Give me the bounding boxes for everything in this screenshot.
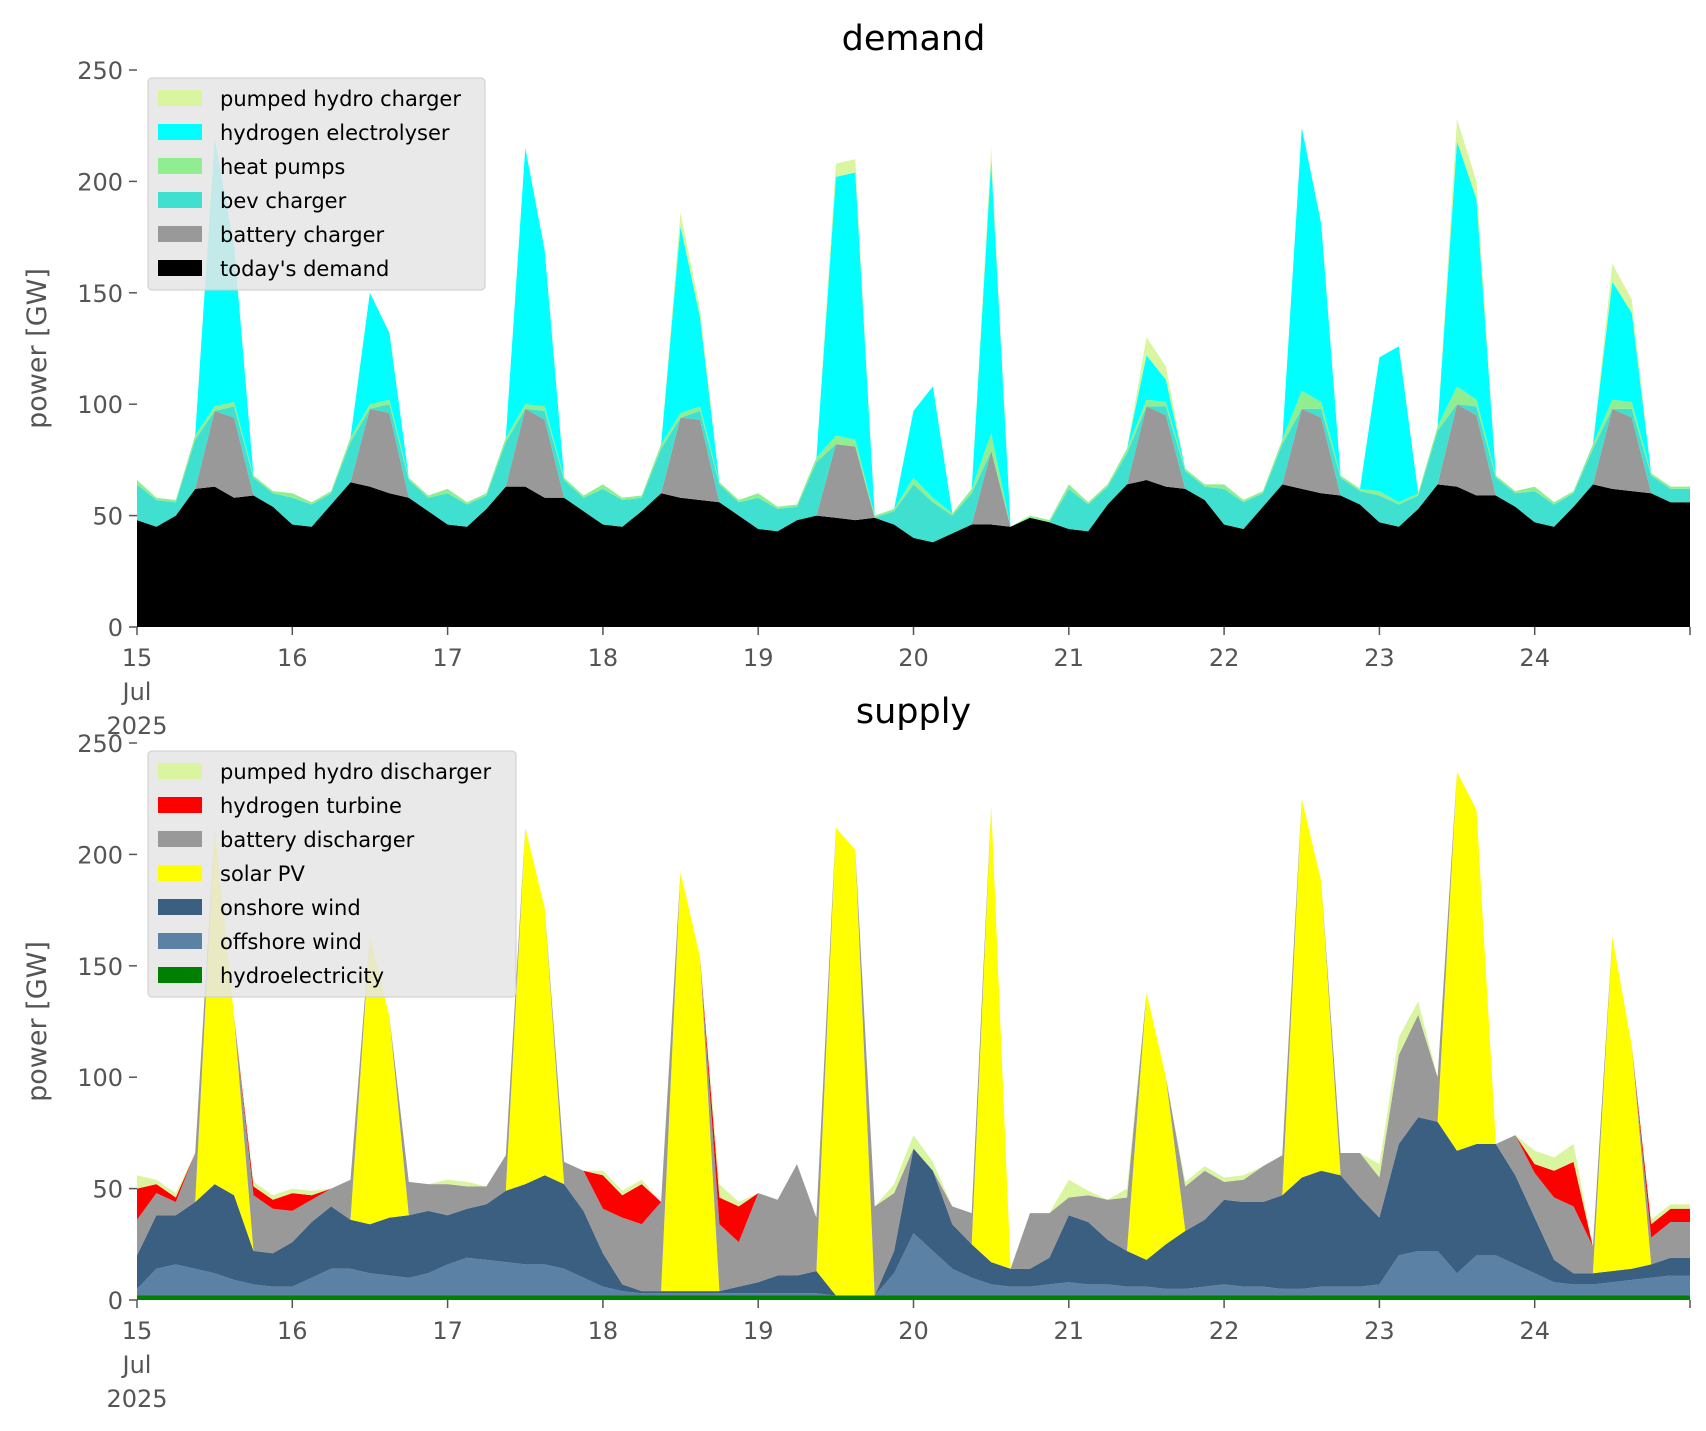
supply-chart: supply power [GW] 0 50 100 150 200 250 15 Jul 2025…: [22, 692, 1691, 1413]
area-solar-pv: [137, 772, 1690, 1296]
x-tick-label: 23: [1364, 644, 1395, 672]
x-tick-label: 16: [277, 1317, 308, 1345]
area-hydrogen-electrolyser: [137, 127, 1690, 527]
legend-box: [147, 750, 517, 998]
x-tick-label: 17: [432, 1317, 463, 1345]
legend-swatch: [158, 124, 202, 140]
x-tick-label: 20: [898, 1317, 929, 1345]
legend-swatch: [158, 226, 202, 242]
x-tick-label: 18: [588, 1317, 619, 1345]
x-tick-label: 15: [122, 644, 153, 672]
y-tick-label: 100: [77, 391, 123, 419]
legend-label: hydrogen electrolyser: [220, 121, 450, 145]
legend-label: solar PV: [220, 862, 305, 886]
x-tick-label: 21: [1054, 1317, 1085, 1345]
legend: pumped hydro discharger hydrogen turbine b…: [147, 750, 517, 998]
legend-label: offshore wind: [220, 930, 362, 954]
legend-swatch: [158, 899, 202, 915]
x-tick-label: 19: [743, 1317, 774, 1345]
x-tick-label: 20: [898, 644, 929, 672]
area-battery-charger: [137, 404, 1690, 543]
legend-swatch: [158, 192, 202, 208]
area-hydroelectricity: [137, 1295, 1690, 1300]
legend-label: pumped hydro discharger: [220, 760, 491, 784]
x-tick-label: Jul: [121, 678, 152, 706]
legend-swatch: [158, 90, 202, 106]
legend-swatch: [158, 763, 202, 779]
area-today-s-demand: [137, 480, 1690, 627]
legend-swatch: [158, 865, 202, 881]
area-offshore-wind: [137, 1233, 1690, 1296]
demand-chart: demand power [GW] 0 50 100 150 200 250 15 Jul 2025…: [22, 19, 1691, 740]
x-tick-label: Jul: [121, 1351, 152, 1379]
legend-label: today's demand: [220, 257, 389, 281]
y-tick-label: 0: [108, 614, 123, 642]
legend-swatch: [158, 933, 202, 949]
legend-label: hydrogen turbine: [220, 794, 402, 818]
legend-swatch: [158, 831, 202, 847]
x-tick-label: 21: [1054, 644, 1085, 672]
x-tick-label: 2025: [106, 712, 167, 740]
legend-label: heat pumps: [220, 155, 345, 179]
y-tick-label: 200: [77, 841, 123, 869]
x-tick-label: 19: [743, 644, 774, 672]
legend-swatch: [158, 797, 202, 813]
y-tick-label: 200: [77, 168, 123, 196]
x-tick-label: 2025: [106, 1385, 167, 1413]
x-tick-label: 22: [1209, 644, 1240, 672]
legend-label: hydroelectricity: [220, 964, 384, 988]
x-tick-label: 23: [1364, 1317, 1395, 1345]
y-tick-label: 0: [108, 1287, 123, 1315]
legend: pumped hydro charger hydrogen electrolyse…: [147, 77, 486, 291]
y-axis-label: power [GW]: [22, 268, 53, 429]
x-tick-label: 17: [432, 644, 463, 672]
x-tick-label: 15: [122, 1317, 153, 1345]
y-tick-label: 50: [92, 503, 123, 531]
legend-box: [147, 77, 486, 291]
y-tick-label: 250: [77, 57, 123, 85]
chart-title: demand: [842, 19, 986, 59]
y-axis-label: power [GW]: [22, 941, 53, 1102]
legend-label: pumped hydro charger: [220, 87, 461, 111]
area-bev-charger: [137, 404, 1690, 543]
legend-swatch: [158, 260, 202, 276]
x-tick-label: 24: [1519, 1317, 1550, 1345]
legend-label: onshore wind: [220, 896, 361, 920]
x-tick-label: 22: [1209, 1317, 1240, 1345]
legend-swatch: [158, 967, 202, 983]
y-tick-label: 150: [77, 280, 123, 308]
legend-label: battery discharger: [220, 828, 415, 852]
legend-label: bev charger: [220, 189, 347, 213]
legend-label: battery charger: [220, 223, 385, 247]
x-tick-label: 24: [1519, 644, 1550, 672]
area-onshore-wind: [137, 1117, 1690, 1296]
y-tick-label: 150: [77, 953, 123, 981]
x-tick-label: 18: [588, 644, 619, 672]
y-tick-label: 50: [92, 1176, 123, 1204]
y-tick-label: 100: [77, 1064, 123, 1092]
x-tick-label: 16: [277, 644, 308, 672]
chart-title: supply: [856, 692, 971, 732]
legend-swatch: [158, 158, 202, 174]
y-tick-label: 250: [77, 730, 123, 758]
